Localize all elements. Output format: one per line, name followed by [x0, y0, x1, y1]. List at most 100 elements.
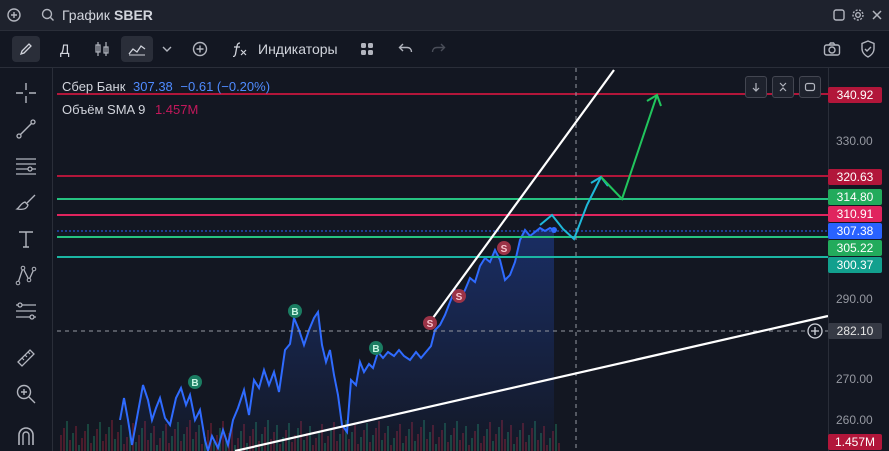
buy-signal-marker: B: [369, 341, 383, 355]
trendline-icon[interactable]: [13, 116, 39, 142]
volume-bar: [78, 445, 80, 451]
chart-toolbar: Д Индикаторы: [0, 31, 889, 68]
legend-change: −0.61 (−0.20%): [180, 79, 271, 94]
volume-bar: [63, 428, 65, 451]
close-icon[interactable]: [870, 8, 884, 22]
volume-bar: [105, 434, 107, 451]
buy-signal-marker: B: [288, 304, 302, 318]
price-label-307: 307.38: [828, 223, 882, 239]
volume-bar: [114, 439, 116, 451]
title-bar: График SBER: [0, 0, 889, 31]
support-trendline: [234, 314, 829, 451]
publish-shield-icon[interactable]: [858, 39, 878, 59]
text-tool-icon[interactable]: [13, 226, 39, 252]
axis-tick-270: 270.00: [836, 372, 873, 386]
sell-signal-marker: S: [423, 316, 437, 330]
scroll-down-button[interactable]: [745, 76, 767, 98]
volume-bar: [84, 431, 86, 451]
signal-letter: B: [372, 344, 379, 355]
pattern-icon[interactable]: [13, 262, 39, 288]
collapse-button[interactable]: [772, 76, 794, 98]
volume-bar: [87, 424, 89, 451]
last-price-dot: [551, 227, 557, 233]
volume-bar: [90, 443, 92, 451]
price-line: [119, 226, 555, 451]
legend-main[interactable]: Сбер Банк 307.38 −0.61 (−0.20%): [62, 79, 270, 94]
volume-bar: [93, 436, 95, 451]
volume-bar: [81, 438, 83, 451]
volume-bar: [111, 420, 113, 451]
price-label-305: 305.22: [828, 240, 882, 256]
signal-letter: S: [427, 319, 434, 330]
legend-volume-value: 1.457M: [154, 102, 199, 117]
volume-bar: [60, 435, 62, 451]
volume-bar: [96, 429, 98, 451]
projection-arrowhead-green: [646, 93, 662, 107]
volume-bar: [75, 426, 77, 451]
price-label-314: 314.80: [828, 189, 882, 205]
projection-path-cyan: [539, 176, 602, 241]
indicators-fx-icon[interactable]: [230, 39, 250, 59]
add-tab-icon[interactable]: [6, 7, 22, 23]
window-square-icon[interactable]: [832, 8, 846, 22]
buy-signal-marker: B: [188, 375, 202, 389]
reset-scale-button[interactable]: [799, 76, 821, 98]
undo-icon[interactable]: [396, 39, 416, 59]
sell-signal-marker: S: [452, 289, 466, 303]
area-chart-icon[interactable]: [121, 36, 153, 62]
interval-button[interactable]: Д: [60, 41, 70, 57]
horizontal-lines-icon[interactable]: [13, 153, 39, 179]
legend-volume-label: Объём SMA 9: [62, 102, 146, 117]
volume-bar: [117, 432, 119, 451]
settings-gear-icon[interactable]: [851, 8, 865, 22]
zoom-in-icon[interactable]: [13, 381, 39, 407]
draw-pencil-icon[interactable]: [12, 36, 40, 62]
volume-bar: [102, 441, 104, 451]
volume-bar: [558, 443, 560, 451]
price-chart[interactable]: B B B S S S: [53, 68, 889, 451]
search-icon[interactable]: [40, 7, 56, 23]
volume-bar: [207, 430, 209, 451]
ruler-icon[interactable]: [13, 345, 39, 371]
volume-bar: [66, 421, 68, 451]
volume-bar: [69, 440, 71, 451]
window-title-prefix: График: [62, 7, 110, 23]
price-label-310: 310.91: [828, 206, 882, 222]
window-title-symbol[interactable]: SBER: [114, 7, 153, 23]
volume-bar: [216, 435, 218, 451]
channel-upper-trendline: [429, 69, 615, 323]
magnet-icon[interactable]: [13, 423, 39, 449]
legend-symbol-name: Сбер Банк: [62, 79, 126, 94]
price-label-320: 320.63: [828, 169, 882, 185]
chevron-down-icon[interactable]: [160, 41, 174, 57]
indicators-button[interactable]: Индикаторы: [258, 41, 338, 57]
signal-letter: S: [456, 292, 463, 303]
signal-letter: S: [501, 244, 508, 255]
volume-bar: [108, 427, 110, 451]
camera-icon[interactable]: [822, 39, 842, 59]
legend-volume[interactable]: Объём SMA 9 1.457M: [62, 102, 198, 117]
brush-icon[interactable]: [13, 189, 39, 215]
templates-grid-icon[interactable]: [357, 39, 377, 59]
drawing-sidebar: [0, 68, 53, 451]
volume-bar: [72, 433, 74, 451]
sell-signal-marker: S: [497, 241, 511, 255]
price-label-340: 340.92: [828, 87, 882, 103]
volume-bar: [555, 424, 557, 451]
candles-icon[interactable]: [93, 39, 111, 59]
axis-tick-290: 290.00: [836, 292, 873, 306]
crosshair-price-label: 282.10: [828, 323, 882, 339]
projection-path-green: [600, 94, 658, 201]
axis-tick-330: 330.00: [836, 134, 873, 148]
fib-levels-icon[interactable]: [13, 298, 39, 324]
legend-price: 307.38: [133, 79, 173, 94]
signal-letter: B: [191, 378, 198, 389]
volume-bar: [99, 422, 101, 451]
volume-price-label: 1.457M: [828, 434, 882, 450]
price-area-fill: [120, 228, 554, 451]
redo-icon[interactable]: [428, 39, 448, 59]
add-compare-icon[interactable]: [190, 39, 210, 59]
crosshair-icon[interactable]: [13, 80, 39, 106]
axis-tick-260: 260.00: [836, 413, 873, 427]
signal-letter: B: [291, 307, 298, 318]
